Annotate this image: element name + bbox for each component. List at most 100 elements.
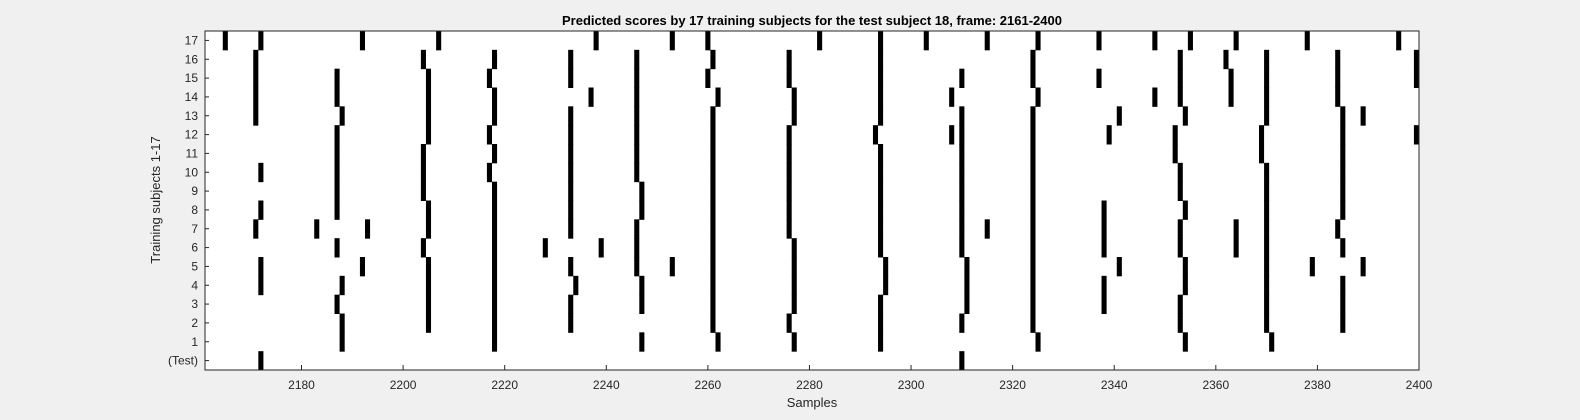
score-mark (334, 181, 340, 201)
score-mark (1258, 125, 1265, 145)
score-mark (425, 125, 432, 145)
score-mark (1264, 238, 1270, 258)
score-mark (425, 313, 432, 333)
score-mark (1101, 219, 1107, 239)
score-mark (359, 31, 366, 51)
y-tick-label: 12 (185, 128, 199, 142)
y-tick-label: 9 (191, 184, 198, 198)
score-mark (639, 275, 645, 296)
score-mark (425, 219, 432, 239)
y-tick-label: 3 (191, 297, 198, 311)
score-mark (420, 181, 426, 201)
score-mark (878, 31, 884, 51)
score-mark (420, 144, 426, 164)
x-tick-label: 2340 (1101, 378, 1128, 392)
score-mark (1340, 125, 1346, 145)
y-tick-label: 5 (191, 259, 198, 273)
score-mark (568, 162, 574, 183)
score-mark (1335, 68, 1341, 88)
score-mark (669, 257, 675, 277)
score-mark (959, 313, 965, 333)
score-mark (1182, 106, 1188, 126)
score-mark (1101, 294, 1107, 314)
score-mark (1264, 68, 1270, 88)
score-mark (1030, 181, 1036, 201)
score-mark (1340, 294, 1346, 314)
score-mark (339, 275, 345, 296)
score-mark (258, 31, 264, 51)
chart-title: Predicted scores by 17 training subjects… (562, 13, 1062, 28)
score-mark (365, 219, 371, 239)
score-mark (959, 106, 965, 126)
score-mark (878, 313, 884, 333)
score-mark (436, 31, 442, 51)
x-axis-label: Samples (787, 395, 838, 410)
score-mark (425, 200, 432, 220)
score-mark (1096, 31, 1102, 51)
score-mark (1182, 257, 1188, 277)
x-tick-label: 2280 (796, 378, 823, 392)
score-mark (705, 31, 711, 51)
score-mark (1106, 125, 1112, 145)
score-mark (1340, 181, 1346, 201)
score-mark (1360, 106, 1366, 126)
score-mark (1030, 125, 1036, 145)
score-mark (1101, 238, 1107, 258)
score-mark (1233, 31, 1239, 51)
score-mark (1182, 332, 1188, 352)
score-mark (634, 125, 640, 145)
score-mark (878, 294, 884, 314)
score-mark (334, 200, 340, 220)
score-mark (568, 313, 574, 333)
score-mark (1177, 68, 1183, 88)
score-mark (791, 257, 797, 277)
score-mark (791, 106, 797, 126)
y-tick-label: 4 (191, 278, 198, 292)
score-mark (568, 106, 574, 126)
score-mark (639, 332, 645, 352)
score-mark (491, 144, 498, 164)
score-mark (1030, 49, 1036, 70)
score-mark (253, 106, 259, 126)
score-mark (491, 275, 498, 296)
score-mark (491, 332, 498, 352)
score-mark (1340, 106, 1346, 126)
score-mark (491, 200, 498, 220)
score-mark (1396, 31, 1402, 51)
score-mark (1030, 294, 1036, 314)
score-mark (710, 200, 716, 220)
score-mark (786, 181, 792, 201)
score-mark (1264, 219, 1270, 239)
score-mark (710, 144, 716, 164)
score-mark (491, 49, 498, 70)
score-mark (334, 294, 340, 314)
score-mark (634, 162, 640, 183)
score-mark (1152, 87, 1158, 107)
x-tick-label: 2220 (491, 378, 518, 392)
score-mark (425, 68, 432, 88)
score-mark (1030, 200, 1036, 220)
score-mark (878, 332, 884, 352)
score-mark (710, 106, 716, 126)
score-mark (705, 68, 711, 88)
score-mark (598, 238, 604, 258)
score-mark (1233, 219, 1239, 239)
score-mark (1030, 275, 1036, 296)
plot-area (205, 31, 1419, 370)
score-mark (1177, 181, 1183, 201)
score-mark (568, 68, 574, 88)
score-mark (222, 31, 228, 51)
score-mark (786, 313, 792, 333)
score-mark (253, 68, 259, 88)
score-mark (573, 275, 579, 296)
score-mark (1340, 200, 1346, 220)
score-mark (710, 49, 716, 70)
score-mark (634, 87, 640, 107)
score-mark (491, 181, 498, 201)
score-mark (959, 181, 965, 201)
score-mark (964, 275, 970, 296)
score-mark (334, 125, 340, 145)
score-mark (1340, 162, 1346, 183)
